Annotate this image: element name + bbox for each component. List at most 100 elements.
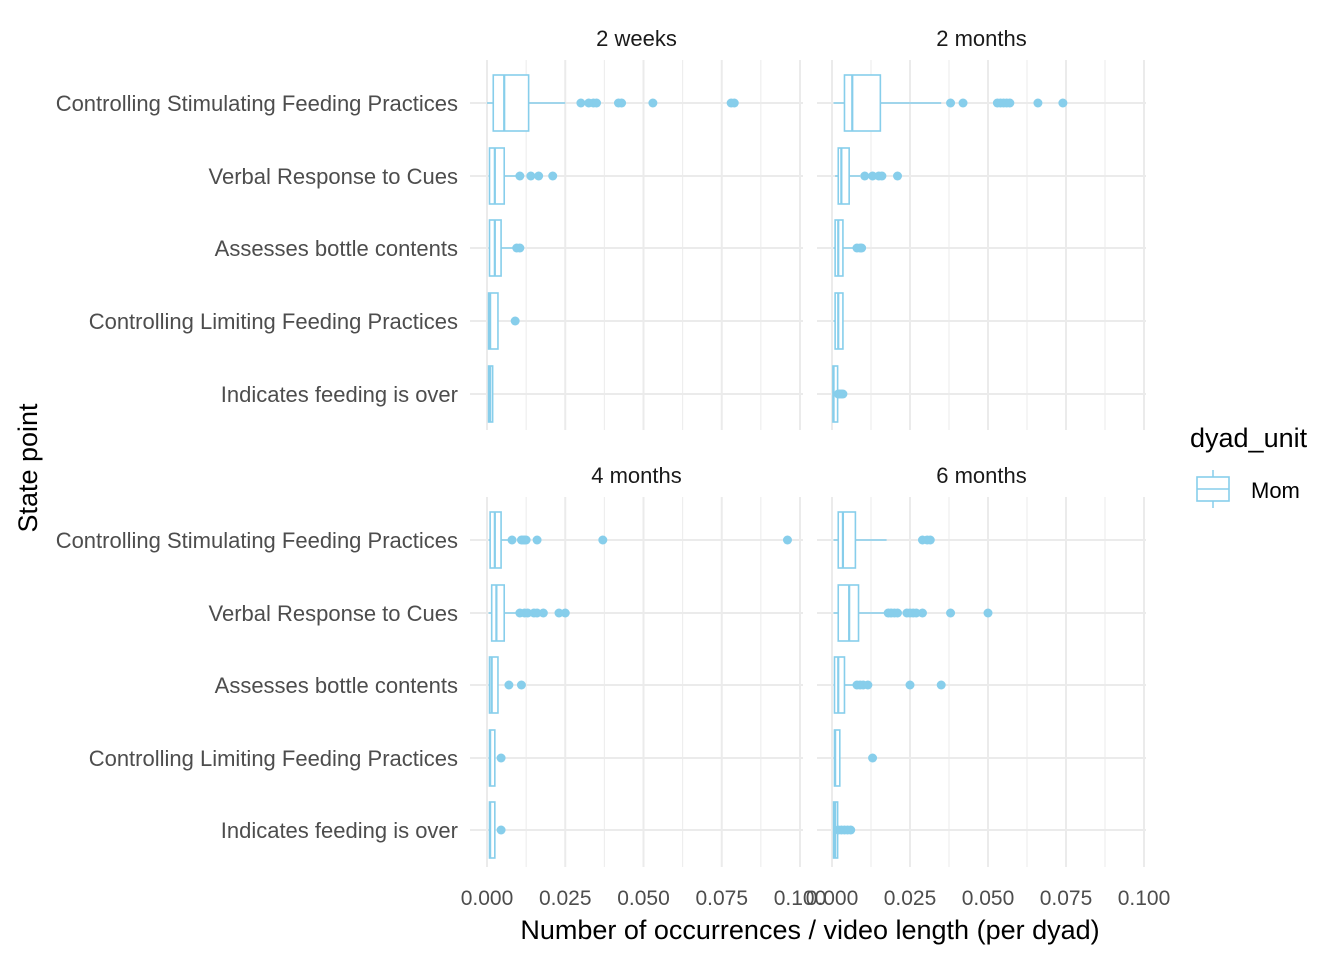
outlier-point (857, 243, 867, 253)
legend-label-mom: Mom (1251, 478, 1300, 503)
legend: dyad_unit Mom (1190, 423, 1308, 508)
outlier-point (946, 608, 956, 618)
category-label: Controlling Stimulating Feeding Practice… (56, 528, 458, 553)
outlier-point (868, 753, 878, 763)
category-label: Assesses bottle contents (215, 236, 458, 261)
boxplot (833, 656, 946, 714)
y-axis-title: State point (13, 403, 43, 533)
box (837, 511, 857, 569)
box (837, 147, 850, 205)
outlier-point (846, 825, 856, 835)
x-axis-title: Number of occurrences / video length (pe… (520, 915, 1099, 945)
panel-title: 6 months (936, 463, 1027, 488)
boxplot (833, 511, 935, 569)
x-tick-label: 0.075 (1040, 887, 1093, 910)
outlier-point (946, 98, 956, 108)
panel-6-months: 6 months 0.000 0.025 0.050 0.075 0.100 (806, 463, 1171, 910)
outlier-point (911, 608, 921, 618)
box (488, 147, 506, 205)
outlier-point (521, 535, 531, 545)
box (833, 656, 846, 714)
outlier-point (496, 753, 506, 763)
outlier-point (782, 535, 792, 545)
outlier-point (648, 98, 658, 108)
box (843, 74, 882, 132)
x-tick-label: 0.000 (806, 887, 859, 910)
boxplot (488, 729, 506, 787)
x-tick-label: 0.025 (539, 887, 592, 910)
outlier-point (936, 680, 946, 690)
outlier-point (893, 171, 903, 181)
outlier-point (958, 98, 968, 108)
outlier-point (534, 171, 544, 181)
outlier-point (598, 535, 608, 545)
outlier-point (868, 171, 878, 181)
category-label: Indicates feeding is over (221, 818, 458, 843)
category-label: Assesses bottle contents (215, 673, 458, 698)
boxplot (833, 219, 867, 277)
boxplot (833, 729, 878, 787)
box (488, 656, 499, 714)
outlier-point (560, 608, 570, 618)
boxplot (832, 365, 848, 423)
category-label: Controlling Stimulating Feeding Practice… (56, 91, 458, 116)
x-tick-label: 0.000 (461, 887, 514, 910)
outlier-point (838, 389, 848, 399)
boxplot (832, 801, 856, 859)
boxplot (488, 801, 506, 859)
outlier-point (863, 680, 873, 690)
outlier-point (510, 316, 520, 326)
outlier-point (893, 608, 903, 618)
outlier-point (1058, 98, 1068, 108)
boxplot (488, 656, 526, 714)
box (492, 74, 530, 132)
x-tick-label: 0.100 (1118, 887, 1171, 910)
x-tick-label: 0.100 (774, 887, 827, 910)
outlier-point (532, 608, 542, 618)
outlier-point (554, 608, 564, 618)
outlier-point (905, 680, 915, 690)
category-label: Indicates feeding is over (221, 382, 458, 407)
boxplot (835, 147, 903, 205)
outlier-point (729, 98, 739, 108)
x-tick-label: 0.050 (617, 887, 670, 910)
outlier-point (576, 98, 586, 108)
outlier-point (515, 243, 525, 253)
outlier-point (860, 171, 870, 181)
category-label: Verbal Response to Cues (209, 164, 459, 189)
box (490, 584, 506, 642)
boxplot (488, 511, 792, 569)
category-label: Controlling Limiting Feeding Practices (89, 746, 458, 771)
outlier-point (1005, 98, 1015, 108)
outlier-point (983, 608, 993, 618)
category-label: Verbal Response to Cues (209, 601, 459, 626)
x-tick-label: 0.075 (695, 887, 748, 910)
panels: 2 weeks Controlling Stimulating Feeding P… (56, 26, 1171, 910)
outlier-point (515, 171, 525, 181)
outlier-point (592, 98, 602, 108)
boxplot (488, 219, 525, 277)
outlier-point (925, 535, 935, 545)
outlier-point (516, 680, 526, 690)
outlier-point (507, 535, 517, 545)
outlier-point (617, 98, 627, 108)
boxplot (833, 584, 993, 642)
outlier-point (1033, 98, 1043, 108)
boxplot (488, 147, 558, 205)
panel-2-weeks: 2 weeks Controlling Stimulating Feeding P… (56, 26, 803, 430)
panel-title: 2 months (936, 26, 1027, 51)
boxplot (487, 365, 494, 423)
outlier-point (877, 171, 887, 181)
panel-4-months: 4 months Controlling Stimulating Feeding … (56, 463, 827, 910)
outlier-point (548, 171, 558, 181)
x-tick-label: 0.025 (884, 887, 937, 910)
panel-title: 4 months (591, 463, 682, 488)
category-label: Controlling Limiting Feeding Practices (89, 309, 458, 334)
boxplot (487, 74, 739, 132)
outlier-point (917, 608, 927, 618)
outlier-point (526, 171, 536, 181)
outlier-point (504, 680, 514, 690)
x-tick-label: 0.050 (962, 887, 1015, 910)
outlier-point (538, 608, 548, 618)
